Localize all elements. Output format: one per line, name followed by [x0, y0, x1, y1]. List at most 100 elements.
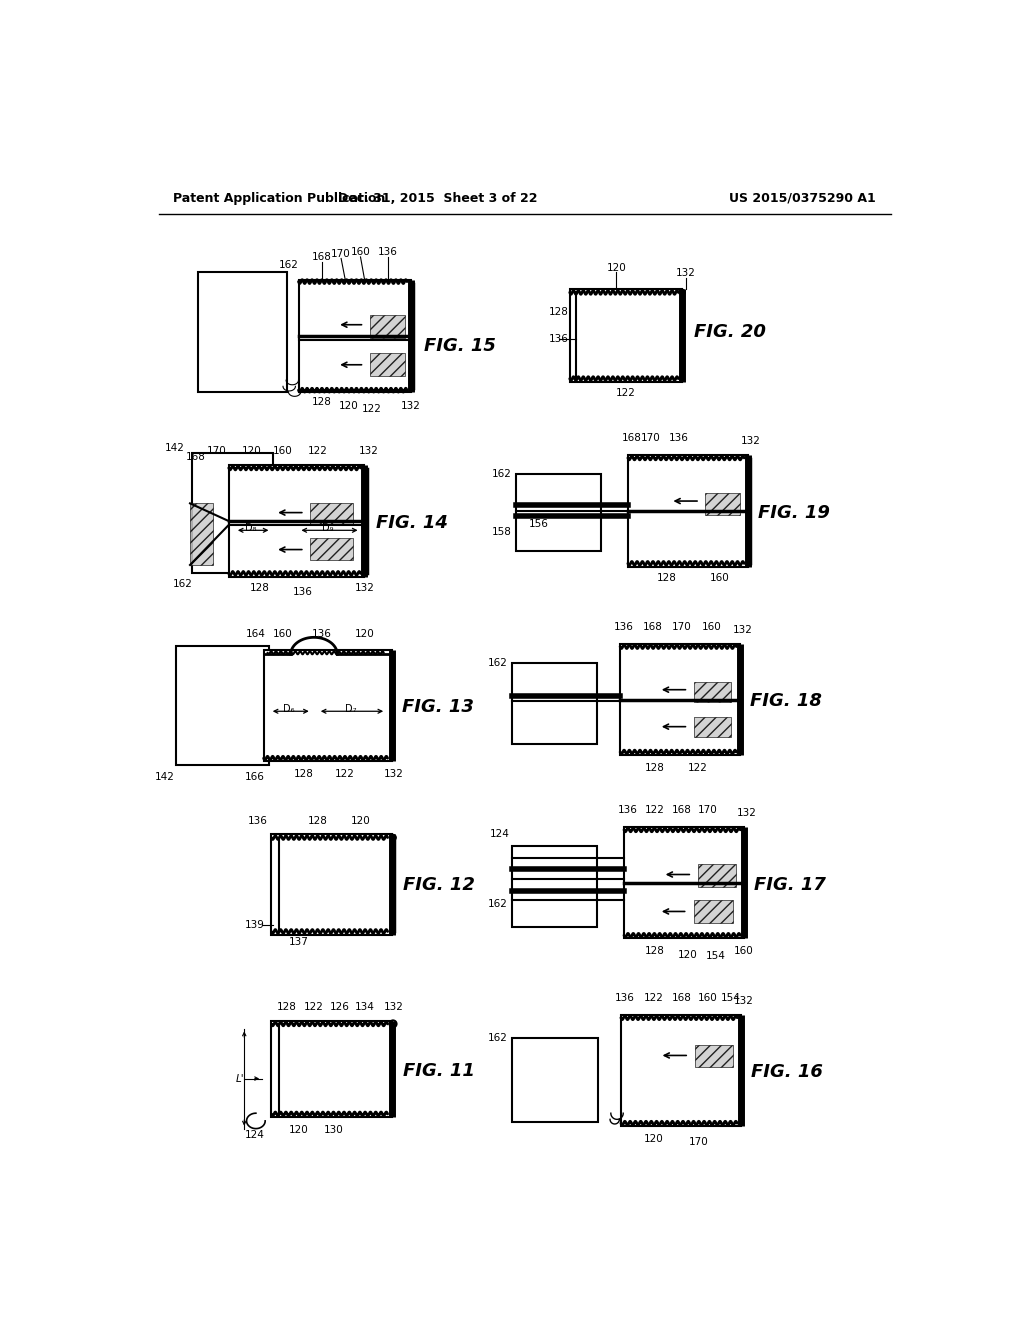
Text: 164: 164 [246, 630, 266, 639]
Text: 130: 130 [324, 1125, 343, 1135]
Text: 170: 170 [641, 433, 662, 444]
Text: 170: 170 [688, 1137, 709, 1147]
Text: 170: 170 [207, 446, 227, 455]
Bar [176, 645, 269, 766]
Text: D₆: D₆ [283, 704, 294, 714]
Bar [621, 644, 740, 755]
Text: 120: 120 [289, 1125, 308, 1135]
Text: FIG. 20: FIG. 20 [693, 322, 766, 341]
Bar [271, 1020, 391, 1117]
Text: 168: 168 [622, 433, 642, 444]
Text: 162: 162 [487, 1032, 508, 1043]
Text: 122: 122 [308, 446, 328, 455]
Text: 124: 124 [490, 829, 510, 840]
Bar [706, 494, 740, 515]
Text: 122: 122 [645, 805, 665, 814]
Text: 156: 156 [528, 519, 549, 529]
Text: 168: 168 [672, 805, 692, 814]
Text: 160: 160 [697, 993, 718, 1003]
Text: Patent Application Publication: Patent Application Publication [173, 191, 385, 205]
Text: D₈: D₈ [245, 523, 256, 533]
Bar [569, 289, 682, 381]
Text: 128: 128 [645, 946, 665, 957]
Text: 132: 132 [354, 583, 375, 593]
Bar [693, 682, 731, 702]
Text: 136: 136 [617, 805, 638, 814]
Bar [310, 503, 352, 525]
Text: 120: 120 [643, 1134, 664, 1144]
Text: FIG. 14: FIG. 14 [376, 513, 447, 532]
Text: FIG. 16: FIG. 16 [751, 1064, 823, 1081]
Bar [697, 863, 736, 887]
Text: 132: 132 [733, 995, 754, 1006]
Bar [693, 717, 731, 737]
Text: 168: 168 [312, 252, 332, 261]
Text: 170: 170 [697, 805, 718, 814]
Text: FIG. 19: FIG. 19 [758, 504, 829, 521]
Text: 120: 120 [242, 446, 262, 455]
Text: 136: 136 [248, 816, 267, 825]
Bar [693, 900, 732, 923]
Text: 136: 136 [312, 630, 332, 639]
Text: 128: 128 [294, 770, 314, 779]
Bar [370, 354, 404, 376]
Bar [512, 663, 597, 743]
Text: FIG. 13: FIG. 13 [401, 698, 473, 717]
Text: FIG. 11: FIG. 11 [403, 1061, 475, 1080]
Bar [624, 826, 744, 939]
Text: D₇: D₇ [345, 704, 356, 714]
Text: 126: 126 [330, 1002, 349, 1012]
Text: 162: 162 [487, 657, 508, 668]
Text: 124: 124 [245, 1130, 264, 1139]
Text: FIG. 17: FIG. 17 [755, 875, 826, 894]
Text: 170: 170 [331, 249, 351, 259]
Text: 132: 132 [401, 400, 421, 411]
Text: 134: 134 [354, 1002, 375, 1012]
Text: 162: 162 [280, 260, 299, 269]
Text: 136: 136 [614, 993, 635, 1003]
Text: L': L' [237, 1073, 245, 1084]
Text: 122: 122 [643, 993, 664, 1003]
Bar [228, 465, 365, 577]
Text: 132: 132 [736, 808, 757, 818]
Text: 120: 120 [350, 816, 371, 825]
Text: 160: 160 [273, 446, 293, 455]
Bar [515, 474, 601, 552]
Text: FIG. 12: FIG. 12 [403, 875, 475, 894]
Text: 160: 160 [350, 247, 371, 257]
Text: 168: 168 [672, 993, 691, 1003]
Bar [512, 1038, 598, 1122]
Text: 122: 122 [304, 1002, 324, 1012]
Text: 132: 132 [740, 436, 760, 446]
Text: 170: 170 [672, 622, 692, 631]
Text: 132: 132 [358, 446, 378, 455]
Text: 128: 128 [276, 1002, 297, 1012]
Bar [628, 455, 748, 566]
Text: 136: 136 [378, 247, 397, 257]
Text: 168: 168 [643, 622, 663, 631]
Text: 128: 128 [250, 583, 269, 593]
Text: 120: 120 [339, 400, 358, 411]
Circle shape [679, 289, 685, 296]
Text: 158: 158 [492, 527, 511, 537]
Text: 128: 128 [312, 397, 332, 407]
Text: 120: 120 [354, 630, 374, 639]
Text: 120: 120 [678, 949, 697, 960]
Text: 122: 122 [335, 770, 355, 779]
Text: Dec. 31, 2015  Sheet 3 of 22: Dec. 31, 2015 Sheet 3 of 22 [338, 191, 538, 205]
Text: 139: 139 [245, 920, 264, 931]
Text: 132: 132 [732, 624, 753, 635]
Text: 136: 136 [549, 334, 569, 345]
Text: D₉: D₉ [323, 523, 334, 533]
Text: 132: 132 [676, 268, 696, 279]
Circle shape [390, 834, 396, 841]
Text: 166: 166 [245, 772, 264, 781]
Text: 122: 122 [688, 763, 708, 774]
Text: 128: 128 [645, 763, 665, 774]
Text: 132: 132 [384, 770, 403, 779]
Text: 132: 132 [384, 1002, 403, 1012]
Text: 128: 128 [549, 308, 569, 317]
Bar [621, 1015, 741, 1126]
Text: 136: 136 [293, 587, 312, 597]
Bar [694, 1045, 733, 1067]
